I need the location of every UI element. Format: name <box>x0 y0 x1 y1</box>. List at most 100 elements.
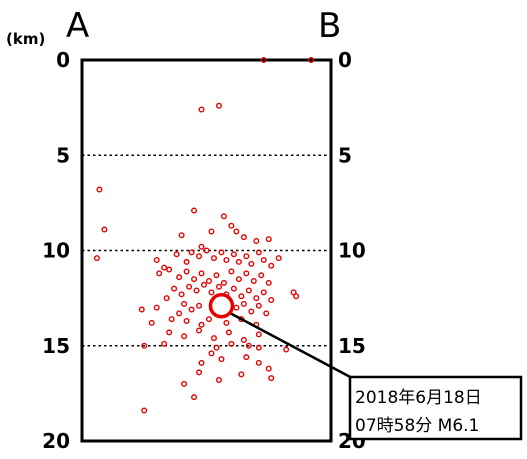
mainshock-group: 2018年6月18日 07時58分 M6.1 <box>208 292 523 441</box>
aftershock-point <box>238 371 245 378</box>
aftershock-point <box>255 331 262 338</box>
aftershock-point <box>235 258 242 265</box>
aftershock-point <box>250 277 257 284</box>
aftershock-point <box>138 306 145 313</box>
aftershock-point <box>248 260 255 267</box>
aftershock-point <box>255 359 262 366</box>
aftershock-point <box>243 253 250 260</box>
mainshock-date-label: 2018年6月18日 <box>355 388 482 408</box>
aftershock-point <box>260 57 267 64</box>
aftershock-point <box>233 304 240 311</box>
aftershock-point <box>93 255 100 262</box>
aftershock-point <box>230 251 237 258</box>
aftershock-point <box>235 276 242 283</box>
aftershock-point <box>240 234 247 241</box>
aftershock-point <box>220 213 227 220</box>
aftershock-point <box>198 106 205 113</box>
aftershock-point <box>283 346 290 353</box>
end-label-a: A <box>66 6 89 46</box>
aftershock-point <box>215 102 222 109</box>
aftershock-point <box>268 375 275 382</box>
aftershock-point <box>198 270 205 277</box>
plot-frame <box>80 58 333 443</box>
aftershock-point <box>240 337 247 344</box>
aftershock-point <box>196 369 203 376</box>
aftershock-point <box>201 281 208 288</box>
aftershock-point <box>198 359 205 366</box>
aftershock-point <box>210 335 217 342</box>
aftershock-point <box>253 295 260 302</box>
y-tick-right-5: 5 <box>338 143 352 167</box>
aftershock-point <box>205 277 212 284</box>
grid-lines <box>82 154 331 347</box>
aftershock-point <box>178 232 185 239</box>
aftershock-point <box>153 257 160 264</box>
aftershock-point <box>243 270 250 277</box>
aftershock-point <box>191 276 198 283</box>
y-tick-right-10: 10 <box>338 239 366 263</box>
aftershock-point <box>208 289 215 296</box>
aftershock-point <box>213 272 220 279</box>
aftershock-point <box>263 310 270 317</box>
aftershock-point <box>260 289 267 296</box>
aftershock-point <box>255 344 262 351</box>
aftershock-point <box>210 255 217 262</box>
aftershock-point <box>176 274 183 281</box>
y-tick-left-0: 0 <box>56 48 70 72</box>
aftershock-point <box>208 228 215 235</box>
aftershock-point <box>191 394 198 401</box>
aftershock-point <box>181 380 188 387</box>
mainshock-leader-line <box>228 311 355 381</box>
end-label-b: B <box>318 6 341 46</box>
aftershock-point <box>96 186 103 193</box>
aftershock-point <box>168 316 175 323</box>
aftershock-point <box>196 302 203 309</box>
aftershock-point <box>255 302 262 309</box>
aftershock-point <box>183 317 190 324</box>
aftershock-point <box>275 255 282 262</box>
aftershock-point <box>223 319 230 326</box>
y-tick-left-20: 20 <box>42 429 70 453</box>
aftershock-point <box>183 258 190 265</box>
aftershock-point <box>173 251 180 258</box>
depth-unit-label: (km) <box>6 30 45 48</box>
y-tick-left-10: 10 <box>42 239 70 263</box>
aftershock-point <box>205 316 212 323</box>
aftershock-points <box>93 57 315 414</box>
aftershock-point <box>161 264 168 271</box>
aftershock-point <box>186 283 193 290</box>
aftershock-point <box>196 253 203 260</box>
aftershock-point <box>161 340 168 347</box>
aftershock-point <box>148 319 155 326</box>
aftershock-point <box>258 272 265 279</box>
aftershock-point <box>183 268 190 275</box>
aftershock-point <box>225 329 232 336</box>
aftershock-point <box>193 287 200 294</box>
aftershock-point <box>230 285 237 292</box>
aftershock-point <box>268 262 275 269</box>
aftershock-point <box>265 365 272 372</box>
mainshock-marker <box>208 292 235 319</box>
aftershock-point <box>215 377 222 384</box>
aftershock-point <box>228 340 235 347</box>
mainshock-annotation-box <box>348 375 523 441</box>
aftershock-point <box>223 257 230 264</box>
aftershock-point <box>265 279 272 286</box>
aftershock-point <box>156 270 163 277</box>
y-tick-right-0: 0 <box>338 48 352 72</box>
aftershock-point <box>248 308 255 315</box>
aftershock-point <box>196 327 203 334</box>
aftershock-point <box>166 266 173 273</box>
aftershock-point <box>240 300 247 307</box>
aftershock-point <box>265 236 272 243</box>
aftershock-point <box>191 207 198 214</box>
y-tick-left-15: 15 <box>42 334 70 358</box>
y-axis-left-ticks: 0 5 10 15 20 <box>42 48 70 453</box>
aftershock-point <box>176 310 183 317</box>
aftershock-point <box>228 268 235 275</box>
aftershock-point <box>220 279 227 286</box>
aftershock-point <box>243 354 250 361</box>
aftershock-point <box>178 291 185 298</box>
aftershock-point <box>188 249 195 256</box>
